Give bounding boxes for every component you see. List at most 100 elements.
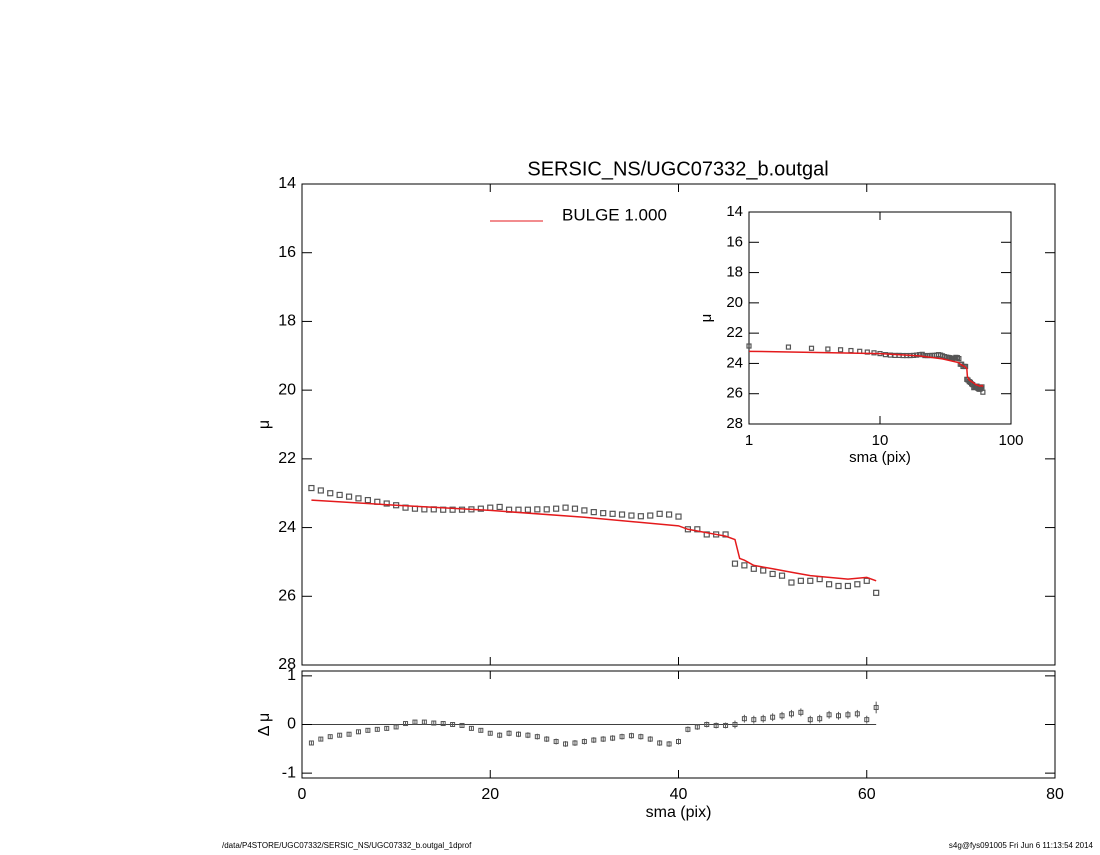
y-tick-label: 0 xyxy=(287,716,296,733)
residual-point xyxy=(732,722,738,727)
residual-point xyxy=(600,736,606,742)
plot-frame xyxy=(748,211,1012,425)
residual-point xyxy=(346,731,352,737)
residual-point xyxy=(450,722,456,727)
residual-point xyxy=(836,713,842,719)
y-axis-label: μ xyxy=(698,314,715,323)
data-point xyxy=(449,506,456,513)
data-point xyxy=(703,531,710,538)
data-point xyxy=(665,511,673,518)
data-point xyxy=(760,567,767,574)
data-point xyxy=(487,504,494,511)
residual-point xyxy=(497,732,503,738)
data-point xyxy=(769,570,776,578)
data-point xyxy=(590,509,597,516)
data-point xyxy=(778,572,786,579)
data-point xyxy=(383,500,390,507)
residual-point xyxy=(384,725,390,731)
residual-point xyxy=(468,725,474,731)
residual-point xyxy=(798,709,804,715)
data-point xyxy=(327,490,334,497)
residual-point xyxy=(864,717,870,723)
data-point xyxy=(600,510,607,517)
data-point xyxy=(458,506,466,513)
data-point xyxy=(515,506,522,513)
residual-point xyxy=(770,714,776,720)
data-point xyxy=(956,355,962,362)
residual-point xyxy=(478,727,484,733)
data-point xyxy=(675,513,682,520)
data-point xyxy=(741,562,748,569)
residual-point xyxy=(581,739,587,745)
residual-point xyxy=(854,711,860,717)
residual-point xyxy=(713,722,719,728)
x-axis-label: sma (pix) xyxy=(646,804,712,821)
residual-point xyxy=(760,716,766,722)
residual-point xyxy=(610,735,616,741)
data-point xyxy=(524,506,532,513)
data-point xyxy=(750,565,757,572)
residual-point xyxy=(572,740,578,746)
data-point xyxy=(980,389,986,395)
residual-point xyxy=(487,730,493,736)
x-tick-label: 1 xyxy=(745,432,753,449)
data-point xyxy=(553,505,560,512)
model-line xyxy=(311,499,877,582)
legend-label: BULGE 1.000 xyxy=(562,205,667,224)
residual-point xyxy=(308,740,314,746)
residual-point xyxy=(666,741,672,747)
y-tick-label: -1 xyxy=(282,764,296,781)
residual-point xyxy=(412,719,418,725)
model-line xyxy=(748,350,984,388)
data-point xyxy=(863,577,870,584)
data-point xyxy=(808,345,815,351)
residual-point xyxy=(544,736,550,742)
residual-point xyxy=(779,713,785,719)
footer-stamp: s4g@fys091005 Fri Jun 6 11:13:54 2014 xyxy=(949,841,1094,850)
data-point xyxy=(873,589,880,596)
residual-point xyxy=(788,711,794,717)
residual-point xyxy=(355,729,361,735)
residual-point xyxy=(337,732,343,738)
footer-path: /data/P4STORE/UGC07332/SERSIC_NS/UGC0733… xyxy=(222,841,472,850)
residual-point xyxy=(515,731,521,737)
data-point xyxy=(797,577,804,584)
data-point xyxy=(746,343,752,349)
residual-point xyxy=(440,721,446,727)
data-point xyxy=(916,352,923,358)
data-point xyxy=(477,505,484,512)
residual-point xyxy=(403,721,409,727)
y-tick-label: 14 xyxy=(278,175,296,192)
residual-point xyxy=(318,736,324,742)
residual-point xyxy=(459,722,465,728)
residual-point xyxy=(676,739,681,745)
residual-point xyxy=(591,737,597,743)
y-tick-label: 22 xyxy=(726,324,743,341)
data-point xyxy=(618,511,626,518)
data-point xyxy=(807,577,814,584)
data-point xyxy=(854,581,861,588)
data-point xyxy=(731,560,739,567)
residual-point xyxy=(421,719,427,725)
residual-point xyxy=(525,732,531,738)
data-point xyxy=(844,582,852,590)
y-tick-label: 26 xyxy=(278,588,296,605)
y-tick-label: 16 xyxy=(278,244,296,261)
data-point xyxy=(825,581,833,588)
residual-point xyxy=(694,724,700,730)
data-point xyxy=(543,506,550,513)
data-point xyxy=(609,510,616,517)
y-tick-label: 16 xyxy=(726,233,743,250)
y-tick-label: 24 xyxy=(726,354,743,371)
y-tick-label: 28 xyxy=(726,415,743,432)
y-tick-label: 18 xyxy=(726,264,743,281)
x-tick-label: 100 xyxy=(998,432,1023,449)
residual-point xyxy=(845,712,851,718)
residual-point xyxy=(327,734,333,740)
x-tick-label: 60 xyxy=(858,786,876,803)
residual-point xyxy=(751,717,757,723)
residual-point xyxy=(431,720,437,726)
data-point xyxy=(496,503,503,511)
data-point xyxy=(345,493,353,500)
